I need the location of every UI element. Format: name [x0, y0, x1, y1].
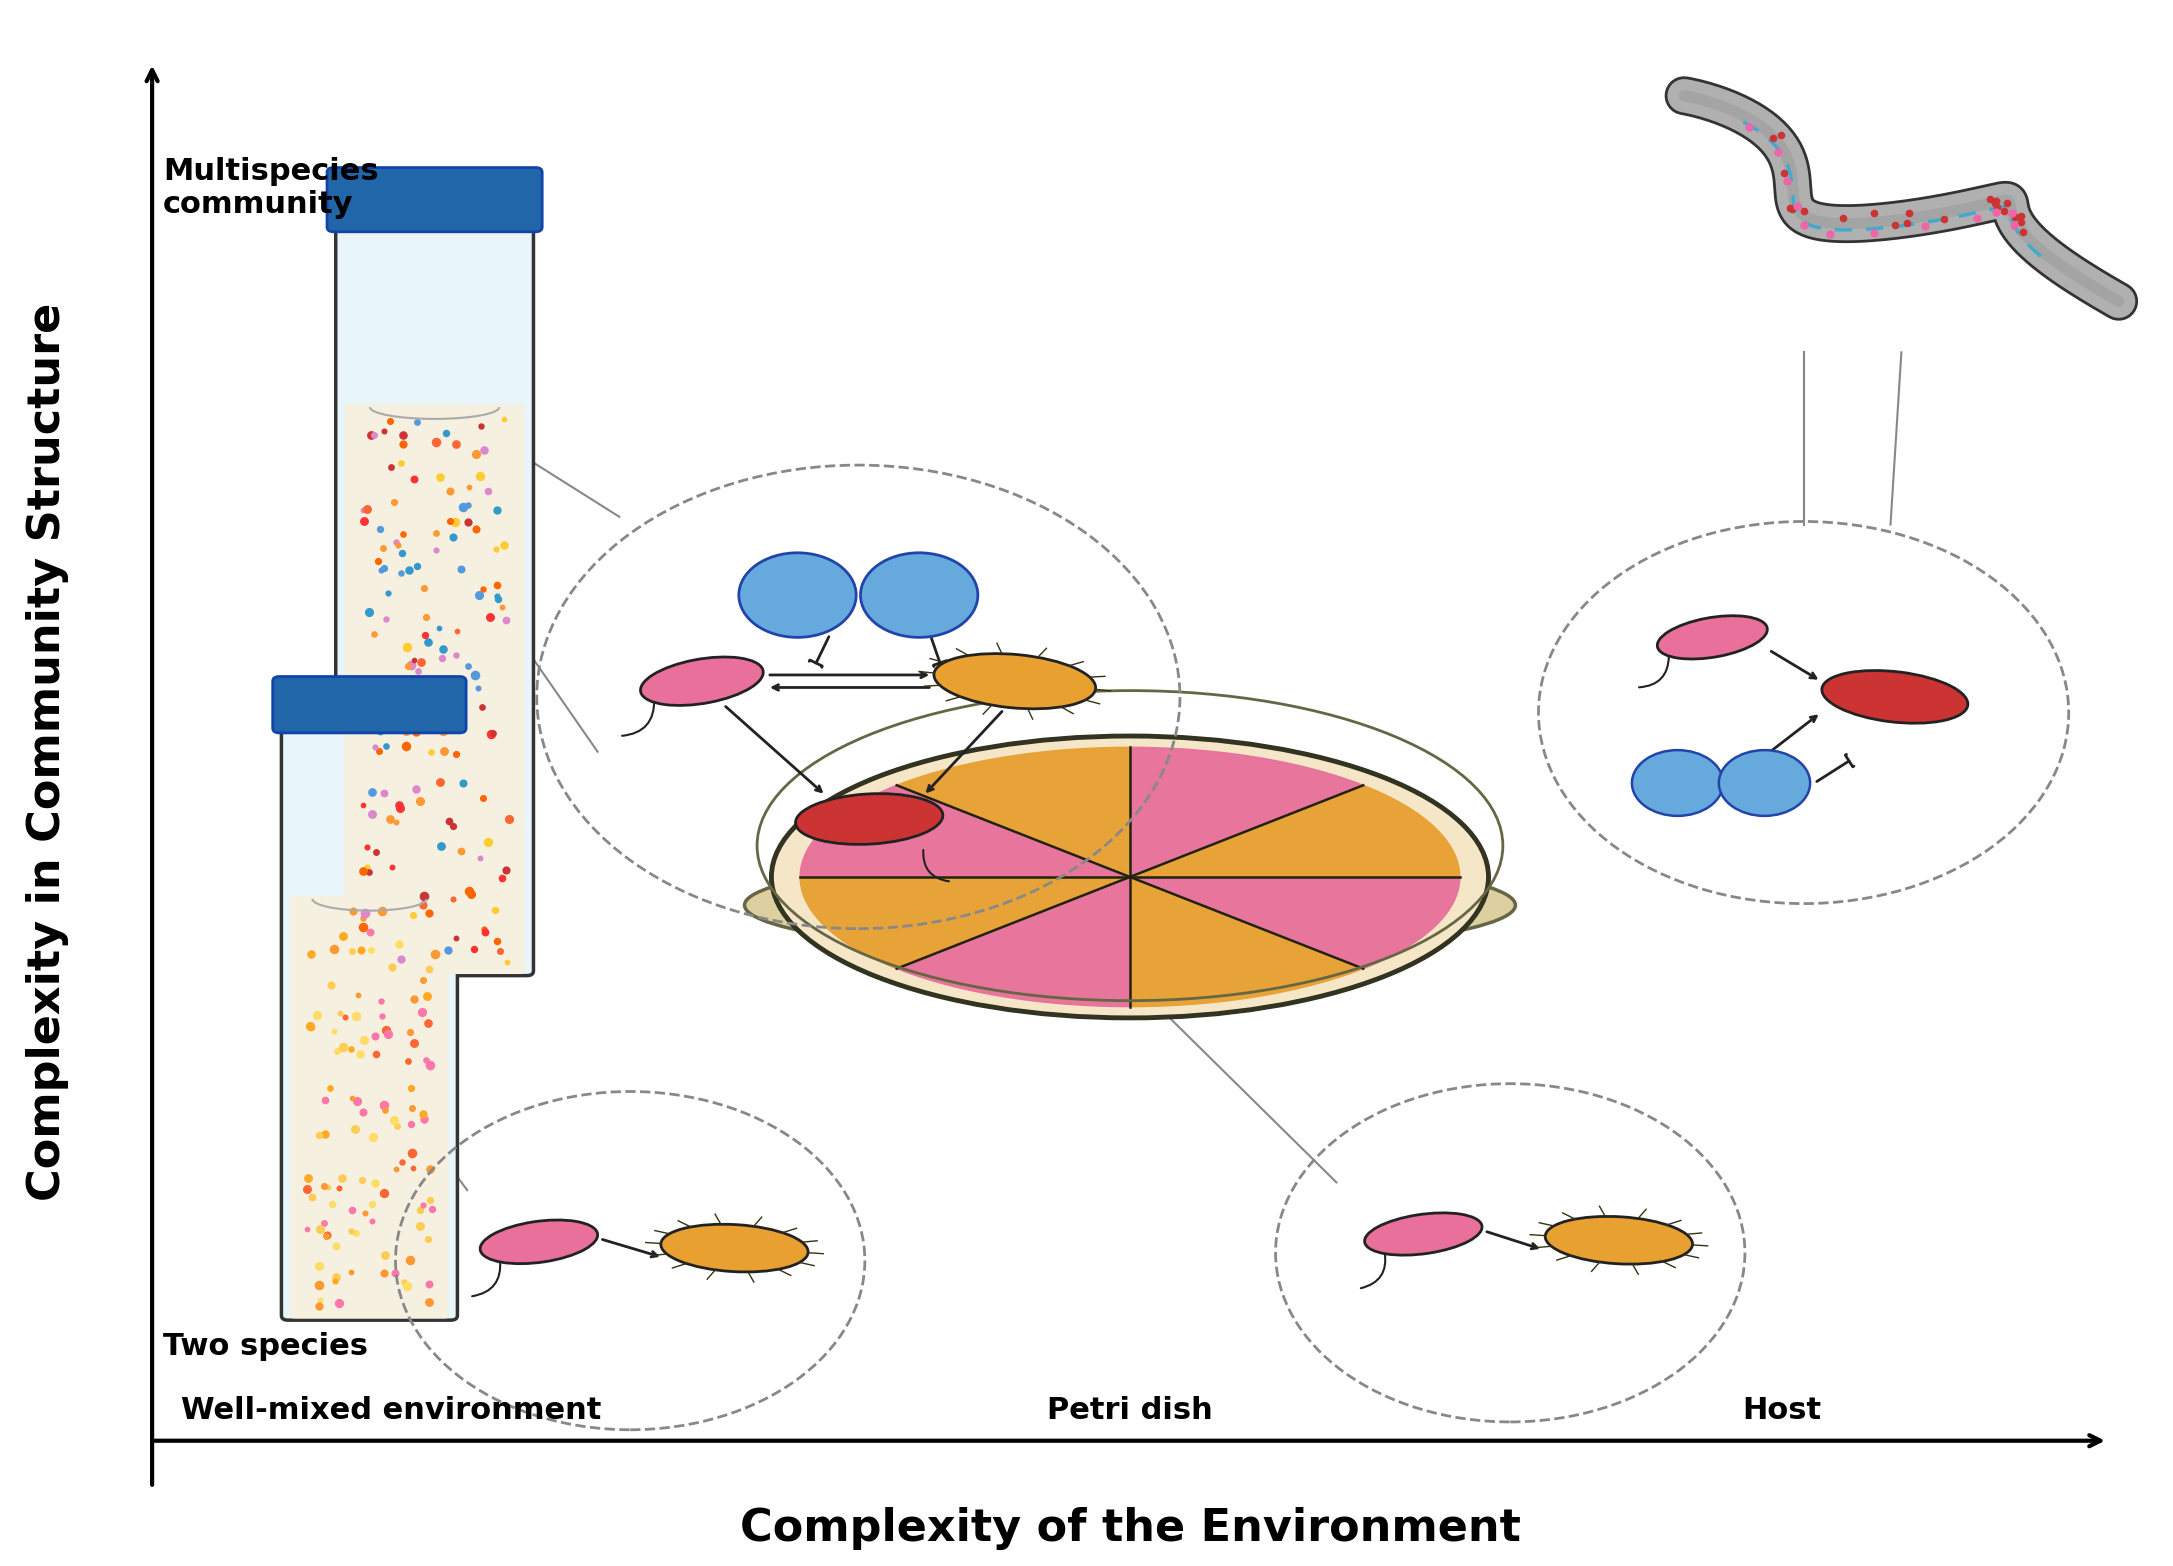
- Ellipse shape: [771, 736, 1489, 1018]
- Polygon shape: [1130, 785, 1460, 877]
- Text: Host: Host: [1743, 1395, 1821, 1425]
- FancyBboxPatch shape: [274, 677, 465, 733]
- Polygon shape: [1130, 877, 1460, 969]
- Circle shape: [739, 553, 856, 637]
- Circle shape: [1719, 750, 1810, 816]
- Ellipse shape: [661, 1225, 808, 1272]
- Polygon shape: [1130, 747, 1362, 877]
- Ellipse shape: [934, 653, 1095, 709]
- Ellipse shape: [1821, 670, 1969, 723]
- Text: Multispecies
community: Multispecies community: [163, 157, 378, 219]
- FancyBboxPatch shape: [291, 896, 450, 1319]
- Polygon shape: [897, 877, 1130, 1007]
- Polygon shape: [1130, 877, 1362, 1007]
- Ellipse shape: [1365, 1214, 1482, 1254]
- Polygon shape: [800, 877, 1130, 969]
- Ellipse shape: [1545, 1217, 1693, 1264]
- Ellipse shape: [1658, 615, 1767, 659]
- Ellipse shape: [745, 855, 1515, 954]
- FancyBboxPatch shape: [282, 716, 459, 1320]
- Ellipse shape: [641, 658, 763, 705]
- Circle shape: [1632, 750, 1723, 816]
- Text: Well-mixed environment: Well-mixed environment: [180, 1395, 602, 1425]
- Polygon shape: [897, 747, 1130, 877]
- FancyBboxPatch shape: [335, 215, 535, 976]
- Text: Complexity in Community Structure: Complexity in Community Structure: [26, 302, 70, 1201]
- Text: Complexity of the Environment: Complexity of the Environment: [739, 1508, 1521, 1550]
- Text: Two species: Two species: [163, 1333, 367, 1361]
- Polygon shape: [800, 785, 1130, 877]
- Circle shape: [861, 553, 978, 637]
- FancyBboxPatch shape: [343, 404, 526, 974]
- Text: Petri dish: Petri dish: [1047, 1395, 1213, 1425]
- FancyBboxPatch shape: [326, 168, 543, 232]
- Ellipse shape: [480, 1220, 598, 1264]
- Ellipse shape: [795, 794, 943, 844]
